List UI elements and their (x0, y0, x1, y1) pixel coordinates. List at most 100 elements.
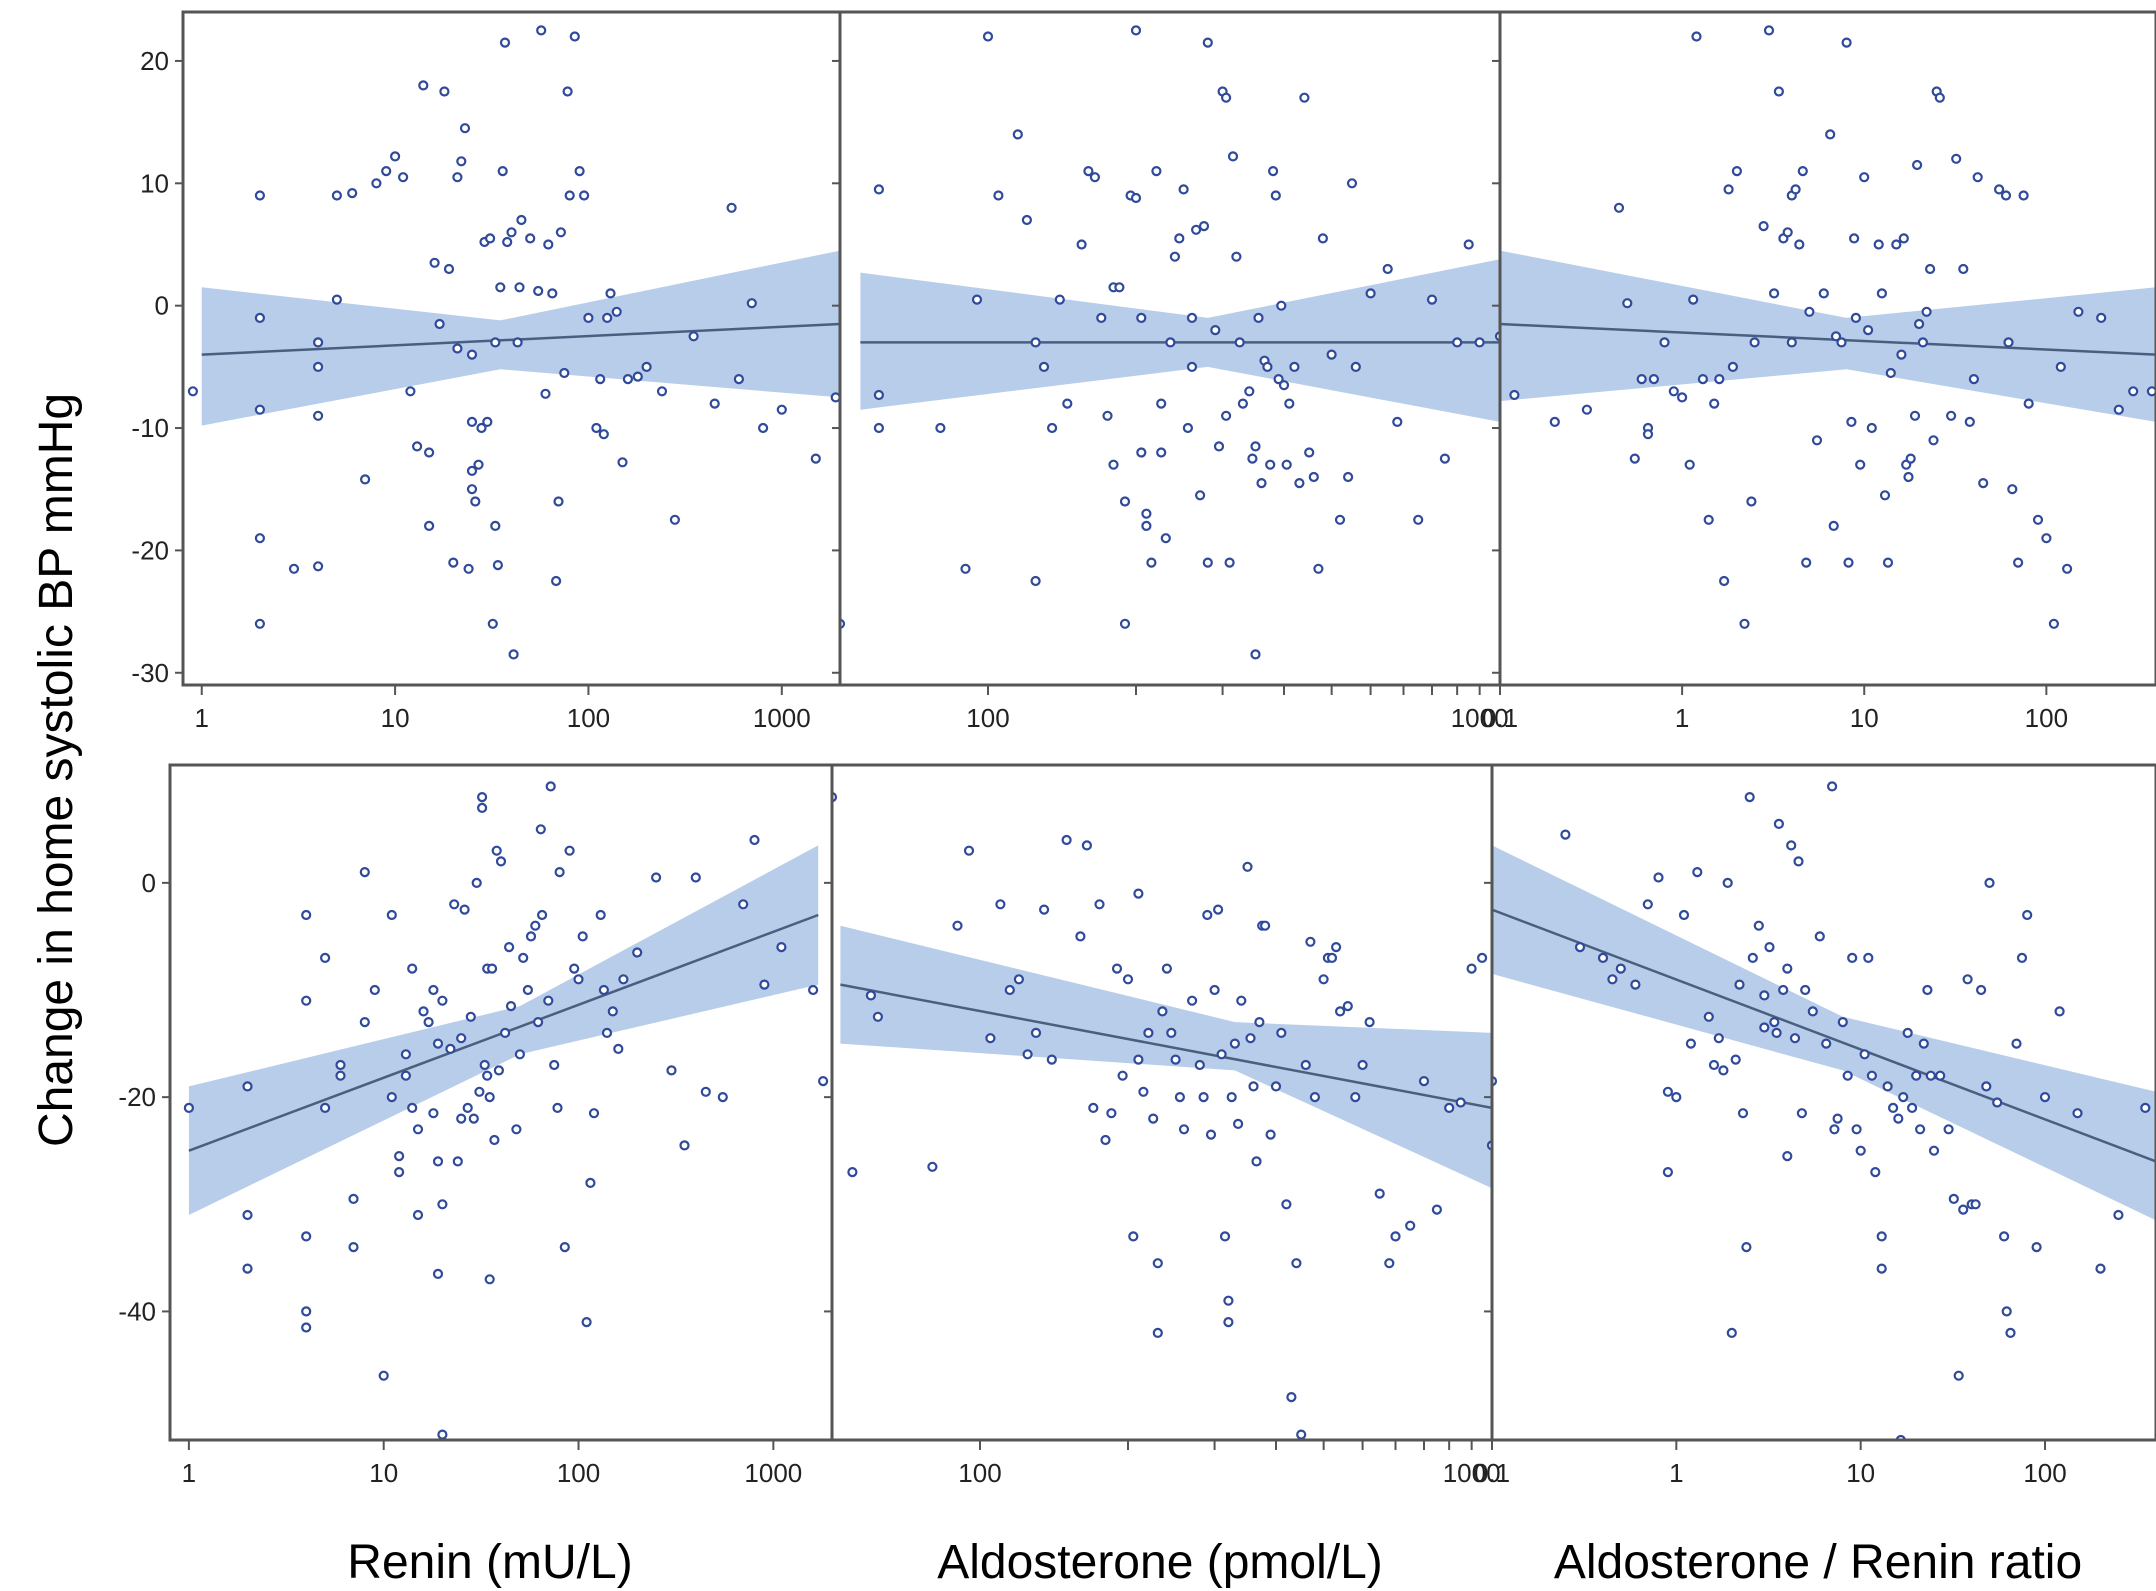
data-point (466, 416, 478, 427)
data-point (2016, 952, 2028, 964)
data-point (313, 410, 324, 421)
data-point (1917, 337, 1929, 348)
data-point (514, 282, 525, 293)
data-point (1709, 398, 1720, 409)
data-point (1128, 1231, 1139, 1242)
data-point (1308, 471, 1319, 483)
data-point (1130, 192, 1142, 204)
data-point (456, 156, 467, 167)
data-point (1891, 239, 1902, 250)
data-point (1220, 92, 1232, 103)
data-point (595, 909, 606, 921)
data-point (412, 441, 423, 452)
data-point (1882, 1081, 1893, 1092)
data-point (1136, 312, 1147, 323)
data-point (1300, 1059, 1311, 1071)
data-point (1782, 963, 1793, 974)
data-point (242, 1081, 253, 1092)
data-point (2072, 1108, 2083, 1119)
data-point (466, 484, 478, 495)
data-point (1708, 1059, 1720, 1071)
data-point (540, 388, 551, 399)
data-point (1814, 931, 1825, 942)
data-point (1245, 1033, 1256, 1044)
data-point (1896, 349, 1907, 360)
data-point (369, 984, 380, 996)
data-point (995, 899, 1006, 910)
data-point (1119, 496, 1131, 507)
data-point (1439, 453, 1451, 464)
y-tick-label: 10 (140, 168, 169, 198)
data-point (1106, 1108, 1117, 1119)
data-point (1148, 1113, 1159, 1124)
data-point (1004, 984, 1015, 996)
data-point (1726, 1327, 1737, 1339)
data-point (2096, 312, 2107, 323)
data-point (1921, 306, 1932, 317)
data-point (2000, 190, 2012, 201)
data-point (1061, 834, 1072, 846)
data-point (1294, 478, 1305, 489)
data-point (1326, 952, 1338, 964)
data-point (1678, 909, 1690, 921)
data-point (2023, 398, 2034, 409)
data-point (456, 1033, 467, 1044)
data-point (1509, 389, 1520, 401)
data-point (1317, 233, 1329, 244)
data-point (709, 398, 720, 409)
data-point (1846, 416, 1857, 427)
data-point (1597, 952, 1609, 964)
data-point (1866, 1070, 1878, 1081)
data-point (1270, 190, 1281, 201)
data-point (466, 349, 478, 360)
x-tick-label: 10 (1846, 1458, 1875, 1488)
regression-line (1500, 322, 2156, 356)
y-tick-label: -20 (118, 1082, 156, 1112)
data-point (2032, 514, 2044, 525)
data-point (564, 190, 575, 201)
data-point (1220, 410, 1232, 421)
data-point (873, 184, 885, 195)
data-point (1364, 1016, 1375, 1028)
data-point (759, 979, 770, 990)
data-point (394, 1166, 405, 1178)
x-tick-label: 0.1 (1482, 703, 1518, 733)
panel-frame (1490, 763, 2156, 1442)
data-point (1885, 367, 1896, 379)
data-point (254, 312, 265, 323)
data-point (2012, 557, 2024, 568)
data-point (1194, 1059, 1205, 1071)
data-point (1703, 1011, 1714, 1022)
data-point (581, 1316, 592, 1328)
data-point (470, 496, 481, 507)
data-point (618, 974, 629, 985)
data-point (656, 386, 668, 397)
data-point (1807, 1006, 1818, 1017)
data-point (381, 166, 392, 177)
data-point (479, 1059, 490, 1071)
data-point (1855, 459, 1866, 470)
x-axis-title-renin: Renin (mU/L) (347, 1536, 632, 1589)
data-point (448, 557, 459, 568)
data-point (952, 920, 963, 931)
panel-ratio-bottom: 0.1 1 10 100 (1474, 763, 2156, 1488)
data-point (1213, 441, 1225, 452)
data-point (1893, 1113, 1904, 1124)
data-point (1350, 361, 1361, 372)
data-point (1962, 974, 1973, 985)
data-point (407, 963, 418, 974)
data-point (502, 236, 513, 248)
data-point (1943, 1124, 1954, 1135)
data-point (1811, 435, 1823, 446)
data-point (1346, 178, 1358, 189)
data-point (573, 974, 584, 985)
plot-area (840, 25, 1500, 660)
data-point (545, 781, 556, 792)
data-point (1174, 233, 1185, 244)
data-point (1739, 618, 1750, 629)
y-tick-label: -30 (131, 658, 169, 688)
x-tick-label: 100 (966, 703, 1009, 733)
data-point (2128, 386, 2139, 397)
data-point (1281, 459, 1292, 470)
x-tick-label: 100 (2025, 703, 2068, 733)
